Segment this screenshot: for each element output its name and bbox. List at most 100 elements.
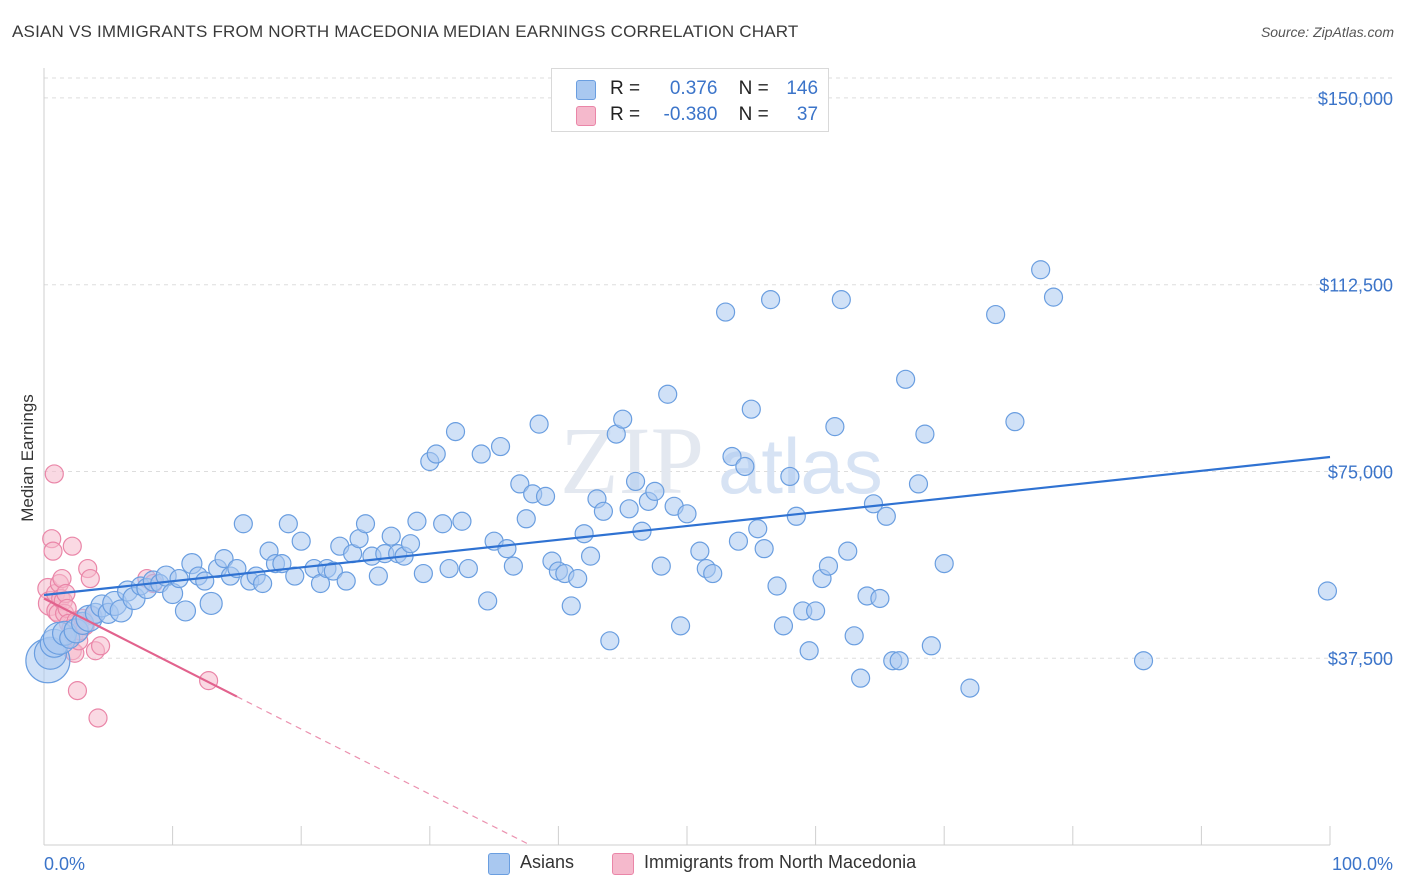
legend-n-label-2: N = [738, 104, 769, 125]
asian-point [838, 541, 858, 561]
asian-point [497, 539, 517, 559]
asian-point [278, 514, 298, 534]
legend-swatch-macedonia [576, 106, 596, 126]
legend-swatch-asians [576, 80, 596, 100]
asian-point [960, 678, 980, 698]
asian-point [413, 563, 433, 584]
legend-r-asians: 0.376 [669, 78, 718, 99]
asian-point [400, 534, 421, 554]
asian-point [445, 422, 466, 442]
asian-point [529, 414, 549, 434]
macedonia-point [90, 636, 111, 656]
legend-r-label: R = [610, 78, 641, 99]
asian-point [613, 409, 633, 429]
asian-point [291, 531, 311, 551]
asian-point [818, 556, 839, 576]
asian-point [805, 601, 826, 621]
asian-point [870, 588, 890, 609]
asian-point [754, 539, 774, 559]
asian-point [1043, 287, 1064, 307]
bottom-swatch-asians [488, 853, 510, 875]
asian-point [735, 456, 755, 477]
y-axis-title: Median Earnings [18, 394, 37, 522]
asian-point [773, 616, 794, 636]
asian-point [741, 399, 761, 419]
asian-point [503, 556, 523, 576]
asian-point [323, 561, 343, 581]
asian-point [715, 302, 736, 322]
asian-point [426, 444, 446, 464]
trend-layer [43, 455, 1331, 846]
asian-point [786, 506, 806, 526]
asian-point [516, 509, 536, 529]
macedonia-point [43, 541, 63, 561]
asian-point [535, 486, 556, 506]
asian-point [767, 576, 787, 596]
y-tick-label: $150,000 [1318, 89, 1393, 109]
macedonia-point [199, 671, 219, 691]
asian-point [619, 499, 639, 519]
asian-point [703, 563, 723, 584]
asian-point [471, 444, 491, 464]
points-asians [25, 260, 1338, 698]
asian-point [574, 524, 594, 544]
macedonia-point [67, 681, 88, 701]
correlation-legend: R = 0.376 N = 146 R = -0.380 N = 37 [551, 68, 829, 132]
bottom-label-macedonia: Immigrants from North Macedonia [644, 852, 917, 872]
asian-point [368, 566, 388, 586]
asian-point [896, 369, 916, 389]
asian-point [831, 290, 851, 310]
macedonia-point [80, 568, 100, 589]
asian-point [381, 526, 401, 546]
asian-point [760, 290, 781, 310]
legend-r-macedonia: -0.380 [663, 104, 718, 125]
bottom-swatch-macedonia [612, 853, 634, 875]
asian-point [1133, 651, 1154, 671]
asian-point [651, 556, 671, 576]
legend-n-macedonia: 37 [796, 104, 819, 125]
asian-point [844, 626, 864, 646]
asian-point [825, 417, 845, 437]
asian-point [336, 571, 356, 591]
asian-point [921, 636, 941, 656]
asians-trend-line [43, 455, 1331, 597]
asian-point [593, 501, 614, 521]
watermark: ZIP atlas [560, 407, 883, 514]
legend-n-label: N = [738, 78, 769, 99]
macedonia-point [88, 708, 108, 728]
asian-point [799, 641, 819, 661]
watermark-zip: ZIP [560, 407, 704, 514]
asian-point [510, 474, 530, 494]
asian-point [433, 514, 453, 534]
asian-point [214, 549, 234, 569]
asian-point [580, 546, 601, 566]
macedonia-trend-line [43, 597, 238, 698]
legend-n-asians: 146 [786, 78, 819, 99]
asian-point [458, 558, 478, 579]
asian-point [780, 466, 800, 487]
bottom-label-asians: Asians [520, 852, 575, 872]
y-tick-label: $112,500 [1319, 276, 1393, 296]
asian-point [934, 554, 954, 574]
x-tick-start: 0.0% [44, 854, 85, 874]
asian-point [625, 471, 646, 492]
asian-point [490, 436, 511, 457]
asian-point [1005, 412, 1025, 432]
asian-point [253, 573, 273, 594]
macedonia-point [44, 464, 64, 484]
asian-point [439, 558, 459, 579]
asian-point [568, 568, 588, 589]
chart-title: ASIAN VS IMMIGRANTS FROM NORTH MACEDONIA… [12, 22, 799, 41]
asian-point [658, 384, 678, 404]
asian-point [355, 514, 376, 534]
label-layer: $37,500 $75,000 $112,500 $150,000 [1318, 89, 1393, 669]
asian-point [478, 591, 498, 611]
y-tick-label: $75,000 [1328, 462, 1393, 482]
asian-point [1317, 581, 1338, 601]
asian-point [174, 600, 197, 622]
asian-point [851, 668, 871, 688]
asian-point [233, 514, 253, 534]
asian-point [889, 651, 909, 671]
asian-point [863, 494, 884, 514]
